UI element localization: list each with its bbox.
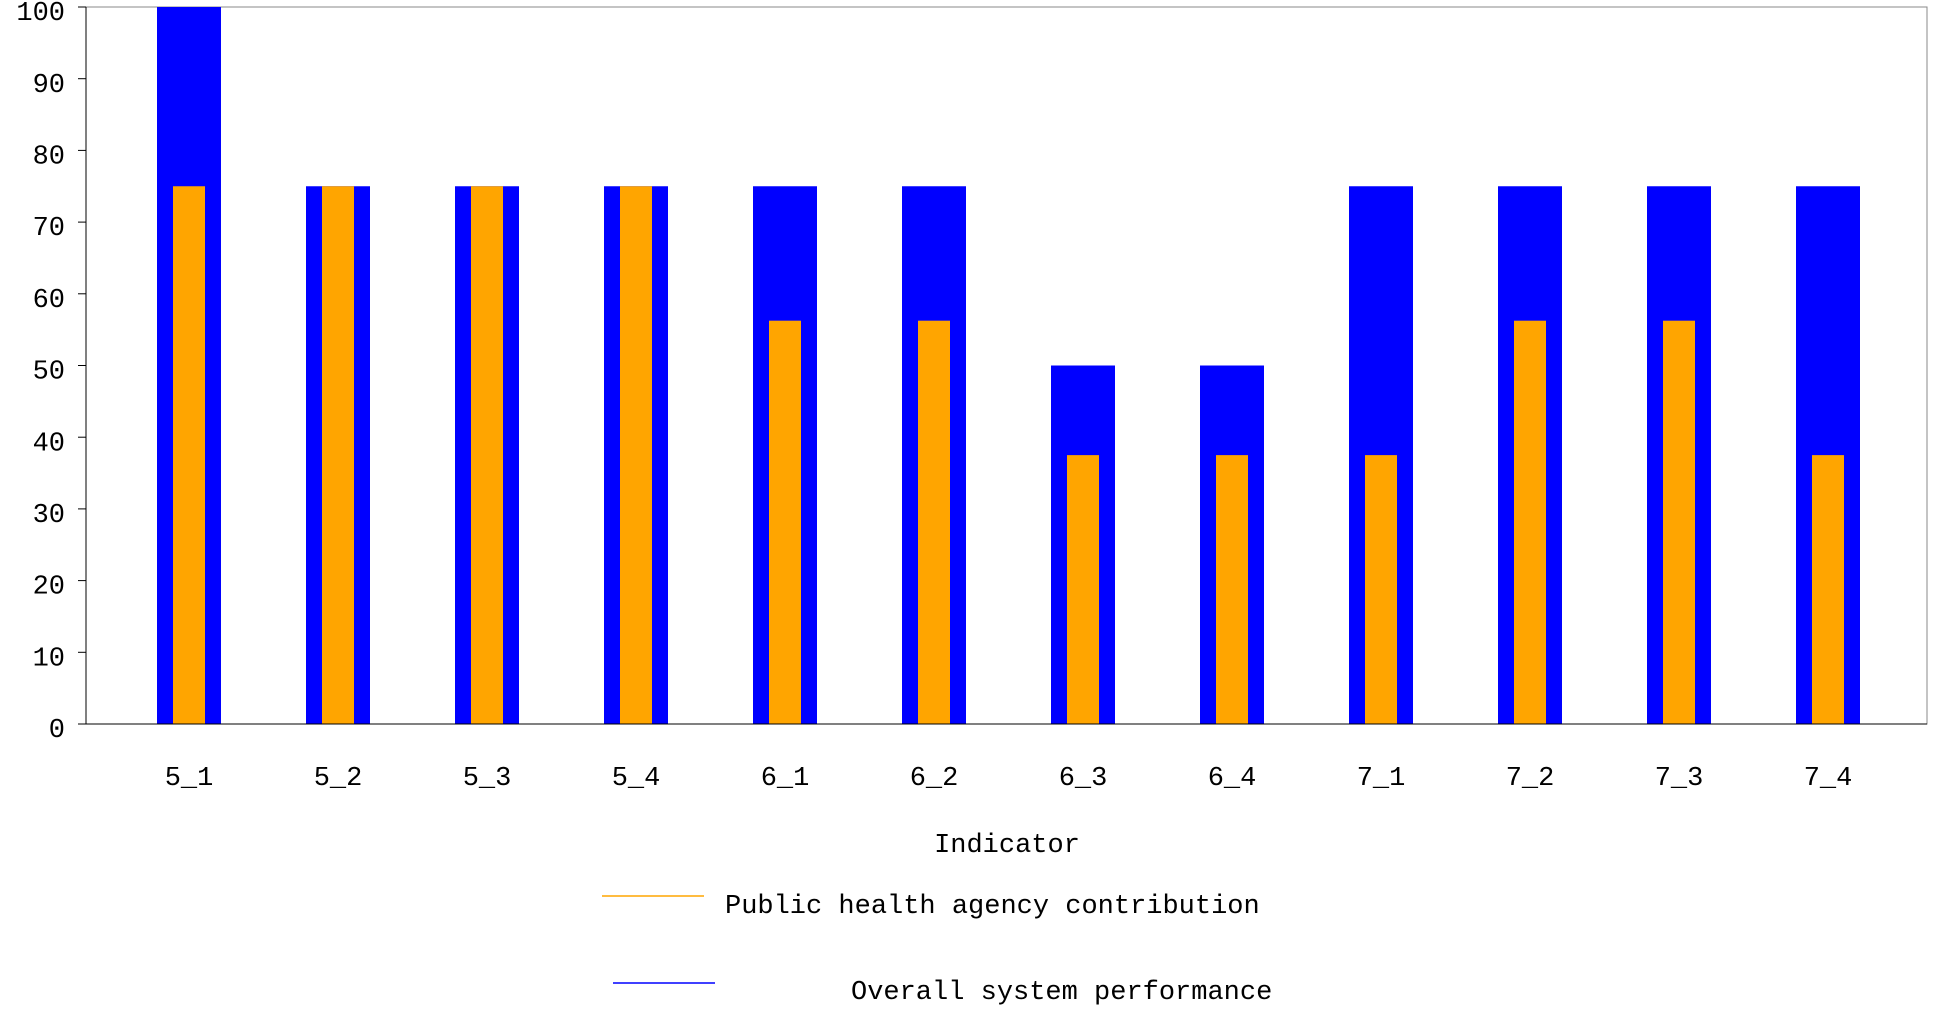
x-tick-label: 7_2 [1506, 764, 1555, 794]
bar [1514, 320, 1546, 724]
y-tick-label: 0 [49, 716, 65, 746]
bar [173, 186, 205, 724]
bar [471, 186, 503, 724]
legend-label: Overall system performance [851, 978, 1272, 1008]
bar [769, 320, 801, 724]
bar [1216, 455, 1248, 724]
x-tick-label: 6_3 [1059, 764, 1108, 794]
x-tick-label: 6_2 [910, 764, 959, 794]
y-tick-label: 10 [33, 644, 65, 674]
y-tick-label: 50 [33, 358, 65, 388]
y-tick-label: 70 [33, 214, 65, 244]
bar [1067, 455, 1099, 724]
x-axis-label: Indicator [934, 831, 1080, 861]
y-tick-label: 20 [33, 573, 65, 603]
bar [322, 186, 354, 724]
bar [1663, 320, 1695, 724]
x-tick-label: 7_3 [1655, 764, 1704, 794]
x-tick-label: 7_1 [1357, 764, 1406, 794]
x-tick-label: 6_1 [761, 764, 810, 794]
x-tick-label: 5_4 [612, 764, 661, 794]
bar [918, 320, 950, 724]
y-tick-label: 60 [33, 286, 65, 316]
x-tick-label: 5_1 [165, 764, 214, 794]
y-tick-label: 30 [33, 501, 65, 531]
bar [1812, 455, 1844, 724]
bar [1365, 455, 1397, 724]
bar [620, 186, 652, 724]
y-tick-label: 80 [33, 143, 65, 173]
x-tick-label: 7_4 [1804, 764, 1853, 794]
x-tick-label: 5_2 [314, 764, 363, 794]
y-tick-label: 90 [33, 71, 65, 101]
y-tick-label: 40 [33, 429, 65, 459]
x-tick-label: 6_4 [1208, 764, 1257, 794]
x-tick-label: 5_3 [463, 764, 512, 794]
legend-label: Public health agency contribution [725, 892, 1260, 922]
y-tick-label: 100 [16, 0, 65, 29]
